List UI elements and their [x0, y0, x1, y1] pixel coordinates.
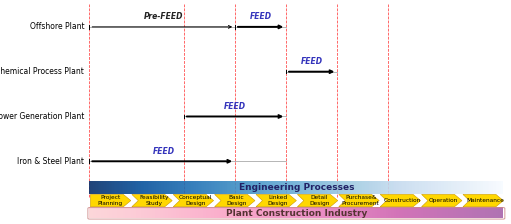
Polygon shape	[215, 194, 255, 207]
Text: Linked
Design: Linked Design	[268, 195, 288, 206]
Text: Offshore Plant: Offshore Plant	[30, 22, 84, 31]
Text: Construction: Construction	[383, 198, 421, 203]
Text: FEED: FEED	[224, 102, 246, 111]
Polygon shape	[173, 194, 214, 207]
Text: Plant Construction Industry: Plant Construction Industry	[226, 209, 367, 218]
Polygon shape	[90, 194, 131, 207]
Polygon shape	[422, 194, 462, 207]
Polygon shape	[339, 194, 379, 207]
Polygon shape	[463, 194, 503, 207]
Text: Iron & Steel Plant: Iron & Steel Plant	[17, 157, 84, 166]
Text: Basic
Design: Basic Design	[226, 195, 247, 206]
Text: Operation: Operation	[429, 198, 458, 203]
Polygon shape	[297, 194, 338, 207]
Text: FEED: FEED	[300, 57, 323, 66]
Text: Detail
Design: Detail Design	[309, 195, 330, 206]
Text: Feasibility
Study: Feasibility Study	[139, 195, 169, 206]
Text: Purchase&
Procurement: Purchase& Procurement	[342, 195, 380, 206]
Polygon shape	[256, 194, 296, 207]
Text: Maintenance: Maintenance	[466, 198, 504, 203]
Text: Chemical Process Plant: Chemical Process Plant	[0, 67, 84, 76]
Text: Power Generation Plant: Power Generation Plant	[0, 112, 84, 121]
Polygon shape	[380, 194, 421, 207]
Text: Conceptual
Design: Conceptual Design	[178, 195, 212, 206]
Text: FEED: FEED	[249, 12, 272, 21]
Text: Project
Planning: Project Planning	[98, 195, 123, 206]
Polygon shape	[132, 194, 172, 207]
Text: FEED: FEED	[152, 147, 175, 156]
Text: Engineering Processes: Engineering Processes	[239, 183, 354, 192]
Text: Pre-FEED: Pre-FEED	[144, 12, 183, 21]
